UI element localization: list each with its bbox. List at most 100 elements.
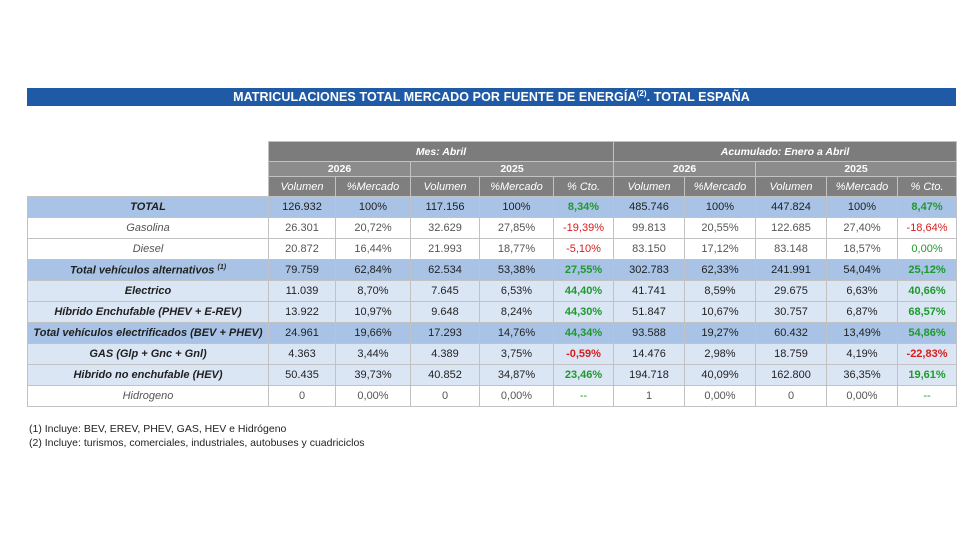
year-header-row: 2026 2025 2026 2025: [28, 161, 958, 177]
table-cell: 26.301: [268, 217, 336, 239]
column-header: Volumen: [410, 176, 480, 197]
table-cell: 53,38%: [479, 259, 554, 281]
row-label: Hidrogeno: [27, 385, 269, 407]
table-row-hidrogeno: Hidrogeno 0 0,00% 0 0,00% -- 1 0,00% 0 0…: [27, 385, 958, 407]
growth-cell: --: [553, 385, 614, 407]
table-cell: 32.629: [410, 217, 480, 239]
table-cell: 4.389: [410, 343, 480, 365]
table-cell: 8,24%: [479, 301, 554, 323]
table-cell: 27,40%: [826, 217, 898, 239]
growth-cell: 68,57%: [896, 301, 958, 323]
column-header: %Mercado: [335, 176, 411, 197]
table-cell: 19,27%: [684, 322, 756, 344]
table-cell: 50.435: [268, 364, 336, 386]
table-cell: 60.432: [755, 322, 827, 344]
column-header: % Cto.: [896, 176, 958, 197]
table-cell: 0: [755, 385, 827, 407]
table-cell: 17,12%: [684, 238, 756, 260]
table-cell: 54,04%: [826, 259, 898, 281]
growth-cell: 44,40%: [553, 280, 614, 302]
table-cell: 302.783: [613, 259, 685, 281]
table-cell: 83.148: [755, 238, 827, 260]
table-cell: 4,19%: [826, 343, 898, 365]
column-header: % Cto.: [553, 176, 614, 197]
table-cell: 29.675: [755, 280, 827, 302]
table-cell: 4.363: [268, 343, 336, 365]
row-label: TOTAL: [27, 196, 269, 218]
table-cell: 7.645: [410, 280, 480, 302]
growth-cell: 40,66%: [896, 280, 958, 302]
table-cell: 36,35%: [826, 364, 898, 386]
growth-cell: 27,55%: [553, 259, 614, 281]
row-label: GAS (Glp + Gnc + Gnl): [27, 343, 269, 365]
footnote-1: (1) Incluye: BEV, EREV, PHEV, GAS, HEV e…: [29, 423, 287, 435]
growth-cell: 54,86%: [896, 322, 958, 344]
growth-cell: 8,47%: [896, 196, 958, 218]
table-cell: 11.039: [268, 280, 336, 302]
table-cell: 51.847: [613, 301, 685, 323]
footnote-2: (2) Incluye: turismos, comerciales, indu…: [29, 437, 365, 449]
table-cell: 62,84%: [335, 259, 411, 281]
table-row-gas: GAS (Glp + Gnc + Gnl) 4.363 3,44% 4.389 …: [27, 343, 958, 365]
title-tail: . TOTAL ESPAÑA: [646, 90, 750, 104]
table-row-hev: Hibrido no enchufable (HEV) 50.435 39,73…: [27, 364, 958, 386]
table-cell: 14,76%: [479, 322, 554, 344]
growth-cell: -22,83%: [896, 343, 958, 365]
table-cell: 10,97%: [335, 301, 411, 323]
row-label: Gasolina: [27, 217, 269, 239]
table-cell: 100%: [479, 196, 554, 218]
table-cell: 93.588: [613, 322, 685, 344]
table-row-gasolina: Gasolina 26.301 20,72% 32.629 27,85% -19…: [27, 217, 958, 239]
table-cell: 18.759: [755, 343, 827, 365]
table-cell: 19,66%: [335, 322, 411, 344]
growth-cell: 23,46%: [553, 364, 614, 386]
column-header: Volumen: [755, 176, 827, 197]
table-cell: 126.932: [268, 196, 336, 218]
table-cell: 14.476: [613, 343, 685, 365]
table-cell: 18,77%: [479, 238, 554, 260]
table-cell: 99.813: [613, 217, 685, 239]
table-cell: 27,85%: [479, 217, 554, 239]
row-label-superscript: (1): [217, 263, 227, 271]
row-label: Electrico: [27, 280, 269, 302]
table-row-total: TOTAL 126.932 100% 117.156 100% 8,34% 48…: [27, 196, 958, 218]
table-cell: 3,75%: [479, 343, 554, 365]
table-cell: 2,98%: [684, 343, 756, 365]
table-cell: 0,00%: [826, 385, 898, 407]
table-cell: 0,00%: [684, 385, 756, 407]
group-header-row: Mes: Abril Acumulado: Enero a Abril: [27, 141, 958, 197]
group-header-month: Mes: Abril: [268, 141, 614, 162]
table-cell: 83.150: [613, 238, 685, 260]
table-cell: 62,33%: [684, 259, 756, 281]
title-main: MATRICULACIONES TOTAL MERCADO POR FUENTE…: [233, 90, 637, 104]
row-label: Total vehículos alternativos (1): [27, 259, 269, 281]
table-cell: 122.685: [755, 217, 827, 239]
table-cell: 39,73%: [335, 364, 411, 386]
table-cell: 100%: [335, 196, 411, 218]
growth-cell: -0,59%: [553, 343, 614, 365]
table-cell: 40.852: [410, 364, 480, 386]
table-cell: 162.800: [755, 364, 827, 386]
growth-cell: 44,30%: [553, 301, 614, 323]
growth-cell: -19,39%: [553, 217, 614, 239]
table-cell: 194.718: [613, 364, 685, 386]
table-cell: 0,00%: [479, 385, 554, 407]
table-cell: 62.534: [410, 259, 480, 281]
table-cell: 10,67%: [684, 301, 756, 323]
table-cell: 241.991: [755, 259, 827, 281]
table-cell: 447.824: [755, 196, 827, 218]
table-cell: 9.648: [410, 301, 480, 323]
year-header: 2025: [754, 161, 958, 177]
table-cell: 24.961: [268, 322, 336, 344]
table-cell: 3,44%: [335, 343, 411, 365]
group-header-cumulative: Acumulado: Enero a Abril: [612, 141, 958, 162]
column-header: %Mercado: [826, 176, 898, 197]
table-row-diesel: Diesel 20.872 16,44% 21.993 18,77% -5,10…: [27, 238, 958, 260]
table-cell: 30.757: [755, 301, 827, 323]
table-cell: 79.759: [268, 259, 336, 281]
row-label: Hibrido no enchufable (HEV): [27, 364, 269, 386]
year-header: 2026: [268, 161, 411, 177]
growth-cell: 19,61%: [896, 364, 958, 386]
table-row-electrico: Electrico 11.039 8,70% 7.645 6,53% 44,40…: [27, 280, 958, 302]
table-cell: 18,57%: [826, 238, 898, 260]
